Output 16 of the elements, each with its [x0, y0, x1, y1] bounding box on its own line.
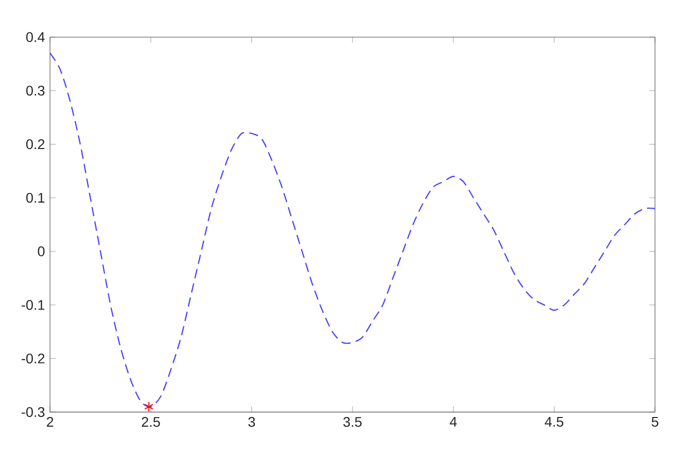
line-series: [49, 52, 656, 408]
y-tick-label: 0: [38, 246, 45, 256]
x-tick-label: 3: [248, 416, 255, 427]
x-tick-label: 2: [46, 416, 54, 427]
y-tick-label: 0.3: [26, 86, 44, 96]
x-tick-label: 5: [652, 416, 658, 427]
y-tick-label: -0.3: [22, 407, 44, 417]
x-tick-label: 3.5: [343, 416, 362, 427]
y-tick-label: -0.1: [22, 300, 44, 310]
y-tick-label: 0.1: [26, 192, 44, 203]
x-tick-label: 4.5: [544, 416, 564, 427]
x-tick-label: 2.5: [142, 416, 160, 427]
x-tick-label: 4: [450, 416, 457, 427]
y-tick-label: -0.2: [22, 354, 44, 364]
y-tick-label: 0.2: [26, 139, 44, 150]
y-tick-label: 0.4: [26, 32, 45, 42]
